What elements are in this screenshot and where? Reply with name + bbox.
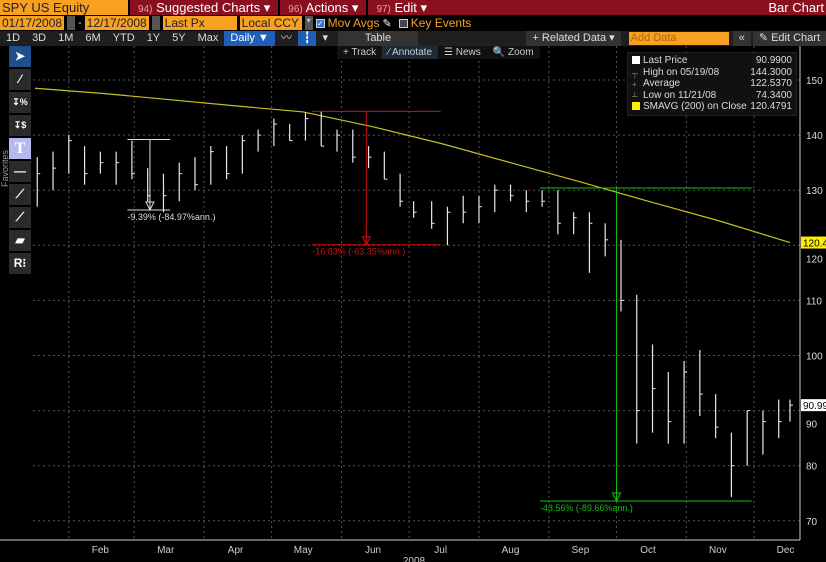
x-tick-label: Jun xyxy=(365,545,381,556)
measure-percent-icon[interactable]: ↧% xyxy=(9,92,31,113)
arrow-tool-icon[interactable]: ➤ xyxy=(9,46,31,67)
bar-chart-icon[interactable]: ┇ xyxy=(297,31,317,46)
price-flag xyxy=(801,236,826,249)
y-tick-label: 130 xyxy=(806,186,823,197)
mov-avgs-label: Mov Avgs xyxy=(327,16,380,30)
x-tick-label: Sep xyxy=(572,545,590,556)
legend-average: + Average 122.5370 xyxy=(632,78,792,89)
key-events-checkbox[interactable] xyxy=(398,18,408,28)
mov-avgs-checkbox[interactable]: ✓ xyxy=(315,18,325,28)
chevron-down-icon[interactable]: ▾ xyxy=(322,32,328,44)
start-date-input[interactable]: 01/17/2008 xyxy=(0,16,64,30)
range-6m[interactable]: 6M xyxy=(85,32,101,44)
ticker-field[interactable]: SPY US Equity xyxy=(0,0,128,15)
chart-kind-label: Bar Chart xyxy=(768,0,824,15)
x-axis-label: 2008 xyxy=(403,556,426,562)
horizontal-line-icon[interactable]: — xyxy=(9,161,31,182)
legend-low: ┴ Low on 11/21/08 74.3400 xyxy=(632,89,792,101)
x-tick-label: Dec xyxy=(777,545,795,556)
trend-line-2-icon[interactable]: ⟋ xyxy=(9,207,31,228)
measure-arrow-icon xyxy=(611,492,622,503)
range-5y[interactable]: 5Y xyxy=(172,32,186,44)
currency-select[interactable]: Local CCY xyxy=(239,16,302,30)
measure-label: -16.83% (-63.35%ann.) xyxy=(312,247,405,257)
price-flag-label: 120.4 xyxy=(803,239,826,250)
title-bar: SPY US Equity 94) Suggested Charts ▾ 96)… xyxy=(0,0,826,15)
price-flag xyxy=(801,399,826,412)
edit-chart-button[interactable]: ✎ Edit Chart xyxy=(752,31,826,46)
measure-label: -43.56% (-89.66%ann.) xyxy=(540,503,633,513)
channel-icon[interactable]: ▰ xyxy=(9,230,31,251)
range-1d[interactable]: 1D xyxy=(6,32,21,44)
x-tick-label: Oct xyxy=(640,545,656,556)
price-flag-label: 90.99 xyxy=(803,401,826,412)
range-ytd[interactable]: YTD xyxy=(112,32,135,44)
x-tick-label: Aug xyxy=(502,545,520,556)
x-tick-label: Mar xyxy=(157,545,175,556)
x-tick-label: Jul xyxy=(434,545,447,556)
chevron-down-icon[interactable]: ▾ xyxy=(304,16,313,30)
price-chart[interactable]: 150 140 130 120 110 100 90 80 70 Feb Mar Apr May Jun J… xyxy=(0,46,826,562)
suggested-charts-menu[interactable]: 94) Suggested Charts ▾ xyxy=(128,0,278,15)
edit-menu[interactable]: 97) Edit ▾ xyxy=(366,0,435,15)
y-tick-label: 90 xyxy=(806,420,818,431)
calendar-icon[interactable] xyxy=(67,16,75,30)
y-tick-label: 80 xyxy=(806,462,818,473)
x-tick-label: May xyxy=(294,545,313,556)
y-tick-label: 120 xyxy=(806,254,823,265)
legend-high: ┬ High on 05/19/08 144.3000 xyxy=(632,66,792,78)
r-menu-icon[interactable]: R⁝ xyxy=(9,253,31,274)
key-events-label: Key Events xyxy=(410,16,472,30)
measure-label: -9.39% (-84.97%ann.) xyxy=(127,212,215,222)
legend-last-price: Last Price 90.9900 xyxy=(632,55,792,67)
chart-subtoolbar: + Track ⁄ Annotate ☰ News 🔍 Zoom xyxy=(337,46,540,59)
range-1m[interactable]: 1M xyxy=(58,32,74,44)
sma-line xyxy=(34,87,791,244)
actions-menu[interactable]: 96) Actions ▾ xyxy=(278,0,366,15)
pencil-icon[interactable]: ✎ xyxy=(382,17,392,30)
y-tick-label: 70 xyxy=(806,517,818,528)
range-bar: 1D 3D 1M 6M YTD 1Y 5Y Max Daily ▼ 〰 ┇ ▾ … xyxy=(0,31,826,46)
track-button[interactable]: + Track xyxy=(343,47,377,58)
calendar-icon[interactable] xyxy=(151,16,160,30)
x-tick-label: Feb xyxy=(92,545,110,556)
periodicity-select[interactable]: Daily ▼ xyxy=(224,31,275,46)
table-button[interactable]: Table xyxy=(337,31,418,46)
range-max[interactable]: Max xyxy=(197,32,219,44)
date-separator: - xyxy=(78,17,82,29)
annotate-button[interactable]: ⁄ Annotate xyxy=(382,46,439,59)
add-data-input[interactable]: Add Data xyxy=(628,32,729,45)
range-1y[interactable]: 1Y xyxy=(146,32,161,44)
trend-line-icon[interactable]: ⟋ xyxy=(9,184,31,205)
legend-sma: SMAVG (200) on Close 120.4791 xyxy=(632,101,792,113)
measure-arrow-icon xyxy=(361,236,372,246)
y-tick-label: 140 xyxy=(806,131,823,142)
related-data-button[interactable]: + Related Data ▾ xyxy=(526,31,621,46)
range-3d[interactable]: 3D xyxy=(32,32,47,44)
y-tick-label: 150 xyxy=(806,76,823,87)
field-select[interactable]: Last Px xyxy=(162,16,237,30)
news-button[interactable]: ☰ News xyxy=(444,47,481,58)
drawing-toolbar: ➤ ⁄ ↧% ↧$ T — ⟋ ⟋ ▰ R⁝ xyxy=(9,46,31,276)
y-tick-label: 100 xyxy=(806,352,823,363)
zoom-button[interactable]: 🔍 Zoom xyxy=(492,47,534,58)
controls-bar: 01/17/2008 - 12/17/2008 Last Px Local CC… xyxy=(0,15,826,31)
x-tick-label: Nov xyxy=(709,545,727,556)
chart-legend: Last Price 90.9900 ┬ High on 05/19/08 144.3… xyxy=(627,52,797,116)
text-tool-icon[interactable]: T xyxy=(9,138,31,159)
end-date-input[interactable]: 12/17/2008 xyxy=(84,16,149,30)
collapse-button[interactable]: « xyxy=(732,31,751,46)
x-tick-label: Apr xyxy=(228,545,244,556)
measure-dollar-icon[interactable]: ↧$ xyxy=(9,115,31,136)
y-tick-label: 110 xyxy=(806,296,822,307)
measure-arrow-icon xyxy=(145,201,155,212)
pencil-tool-icon[interactable]: ⁄ xyxy=(9,69,31,90)
line-chart-icon[interactable]: 〰 xyxy=(280,32,292,44)
